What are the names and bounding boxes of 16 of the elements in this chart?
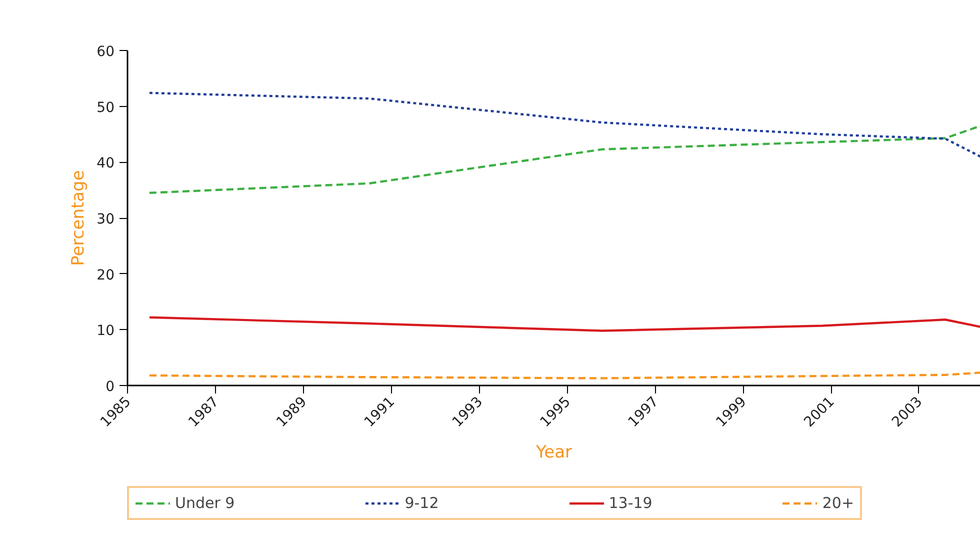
- y-tick-label: 30: [96, 212, 115, 228]
- line-series: [148, 124, 980, 194]
- y-tick-label: 50: [96, 100, 115, 116]
- x-axis-title: Year: [535, 442, 572, 462]
- y-tick-label: 60: [96, 44, 115, 60]
- y-tick-label: 10: [96, 323, 115, 340]
- line-series: [148, 92, 980, 158]
- line-series: [148, 316, 980, 332]
- y-axis-title: Percentage: [68, 170, 89, 266]
- legend-label: 13-19: [608, 494, 652, 512]
- legend-label: 20+: [822, 494, 854, 512]
- legend-label: 9-12: [404, 494, 439, 512]
- y-tick-label: 0: [106, 379, 115, 395]
- legend-label: Under 9: [175, 494, 235, 512]
- y-tick-label: 20: [96, 267, 115, 284]
- y-tick-label: 40: [96, 156, 115, 172]
